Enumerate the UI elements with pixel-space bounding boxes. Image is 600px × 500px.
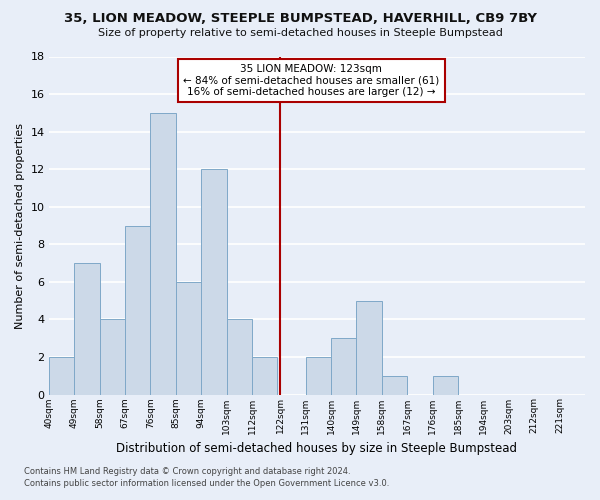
Text: Size of property relative to semi-detached houses in Steeple Bumpstead: Size of property relative to semi-detach… xyxy=(98,28,502,38)
Bar xyxy=(356,300,382,394)
Bar xyxy=(305,357,331,395)
Bar xyxy=(49,357,74,395)
Bar xyxy=(252,357,277,395)
Bar xyxy=(100,320,125,394)
Y-axis label: Number of semi-detached properties: Number of semi-detached properties xyxy=(15,122,25,328)
Bar xyxy=(331,338,356,394)
Text: 35, LION MEADOW, STEEPLE BUMPSTEAD, HAVERHILL, CB9 7BY: 35, LION MEADOW, STEEPLE BUMPSTEAD, HAVE… xyxy=(64,12,536,26)
Text: 35 LION MEADOW: 123sqm
← 84% of semi-detached houses are smaller (61)
16% of sem: 35 LION MEADOW: 123sqm ← 84% of semi-det… xyxy=(183,64,439,97)
Bar xyxy=(151,113,176,394)
Bar xyxy=(382,376,407,394)
Bar xyxy=(125,226,151,394)
Text: Contains HM Land Registry data © Crown copyright and database right 2024.
Contai: Contains HM Land Registry data © Crown c… xyxy=(24,466,389,487)
Bar xyxy=(201,169,227,394)
X-axis label: Distribution of semi-detached houses by size in Steeple Bumpstead: Distribution of semi-detached houses by … xyxy=(116,442,517,455)
Bar xyxy=(74,263,100,394)
Bar xyxy=(176,282,201,395)
Bar xyxy=(433,376,458,394)
Bar xyxy=(227,320,252,394)
